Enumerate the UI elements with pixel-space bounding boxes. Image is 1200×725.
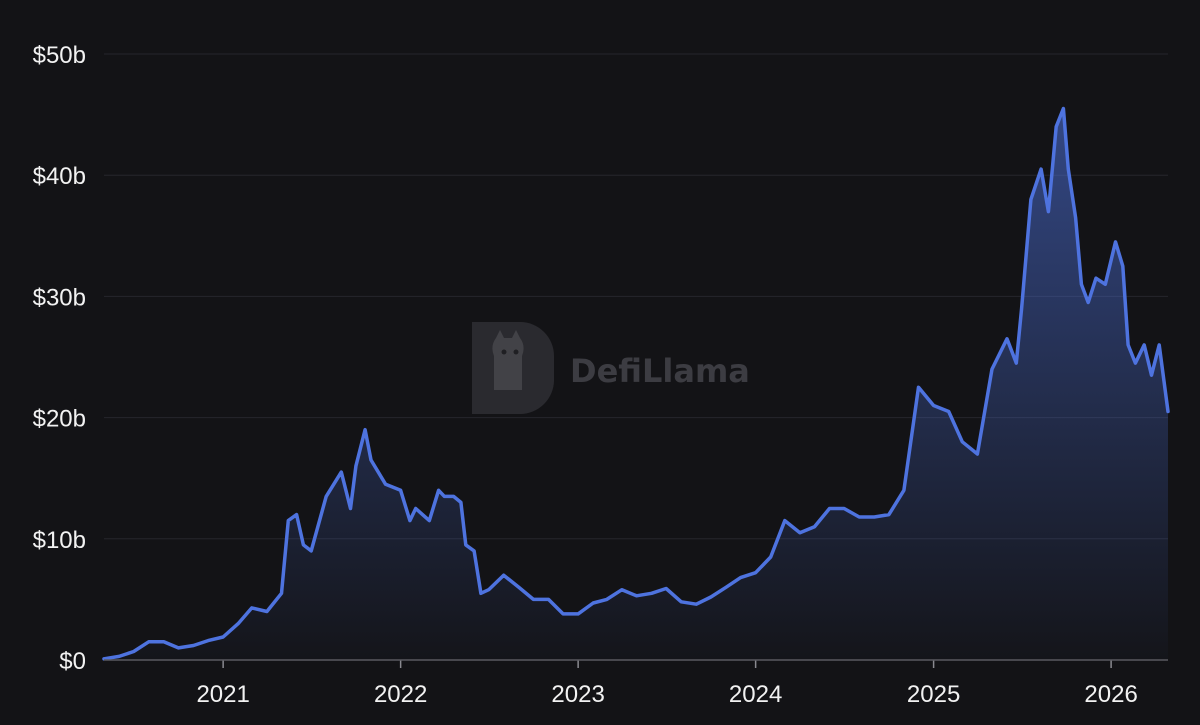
llama-logo-icon	[472, 322, 554, 414]
y-tick-label: $10b	[33, 527, 86, 554]
x-tick-label: 2023	[551, 681, 604, 708]
y-axis-ticks: $0 $10b $20b $30b $40b $50b	[33, 42, 86, 675]
y-tick-label: $0	[59, 648, 86, 675]
watermark: DefiLlama	[472, 322, 750, 414]
y-tick-label: $20b	[33, 406, 86, 433]
x-tick-label: 2022	[374, 681, 427, 708]
area-fill	[104, 108, 1168, 660]
y-tick-label: $30b	[33, 284, 86, 311]
watermark-text: DefiLlama	[570, 352, 750, 390]
x-axis-ticks: 2021 2022 2023 2024 2025 2026	[104, 659, 1168, 708]
x-tick-label: 2026	[1084, 681, 1137, 708]
x-tick-label: 2024	[729, 681, 782, 708]
y-tick-label: $40b	[33, 163, 86, 190]
series-line	[102, 106, 1170, 661]
x-tick-label: 2025	[907, 681, 960, 708]
x-tick-label: 2021	[196, 681, 249, 708]
y-tick-label: $50b	[33, 42, 86, 69]
